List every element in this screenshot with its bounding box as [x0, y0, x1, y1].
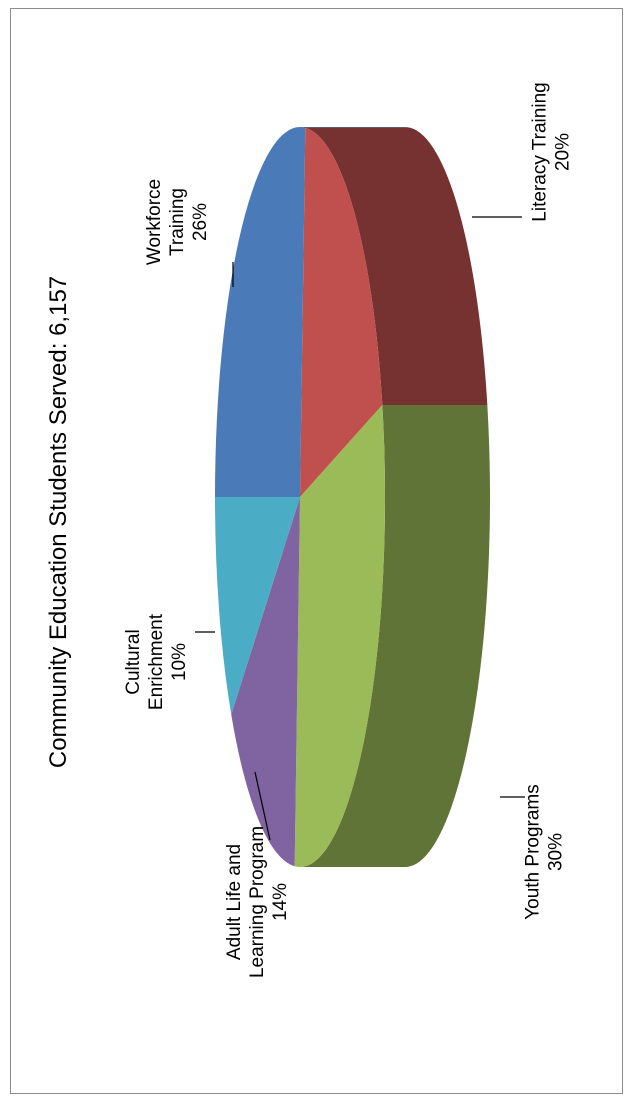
slice-name-label-3: Learning Program — [247, 826, 268, 978]
pie-side-0 — [300, 127, 411, 128]
slice-name-label-2: Youth Programs — [523, 784, 544, 920]
slice-pct-label-4: 10% — [169, 643, 190, 681]
pie-slice-3 — [231, 497, 300, 867]
leader-line-3 — [254, 771, 271, 841]
pie-slice-1 — [300, 127, 383, 497]
slice-name-label-0: Workforce — [144, 179, 165, 265]
pie-slice-4 — [215, 497, 300, 715]
pie-slice-0 — [215, 127, 306, 497]
pie-side-2 — [300, 404, 491, 867]
slice-name-label-3: Adult Life and — [224, 844, 245, 960]
slice-name-label-4: Enrichment — [146, 613, 167, 710]
pie-depth-layer — [300, 127, 491, 867]
slice-name-label-4: Cultural — [123, 629, 144, 694]
chart-title: Community Education Students Served: 6,1… — [45, 276, 72, 768]
pie-top-layer — [215, 127, 385, 867]
slice-pct-label-2: 30% — [546, 833, 567, 871]
slice-pct-label-3: 14% — [270, 883, 291, 921]
pie-label-layer: Workforce Training 26% Literacy Training 20%… — [123, 82, 574, 978]
pie-side-1 — [305, 127, 488, 405]
pie-slice-2 — [294, 404, 385, 867]
slice-name-label-1: Literacy Training — [530, 82, 551, 221]
slice-pct-label-0: 26% — [190, 203, 211, 241]
slice-pct-label-1: 20% — [553, 133, 574, 171]
slice-name-label-0: Training — [167, 188, 188, 256]
